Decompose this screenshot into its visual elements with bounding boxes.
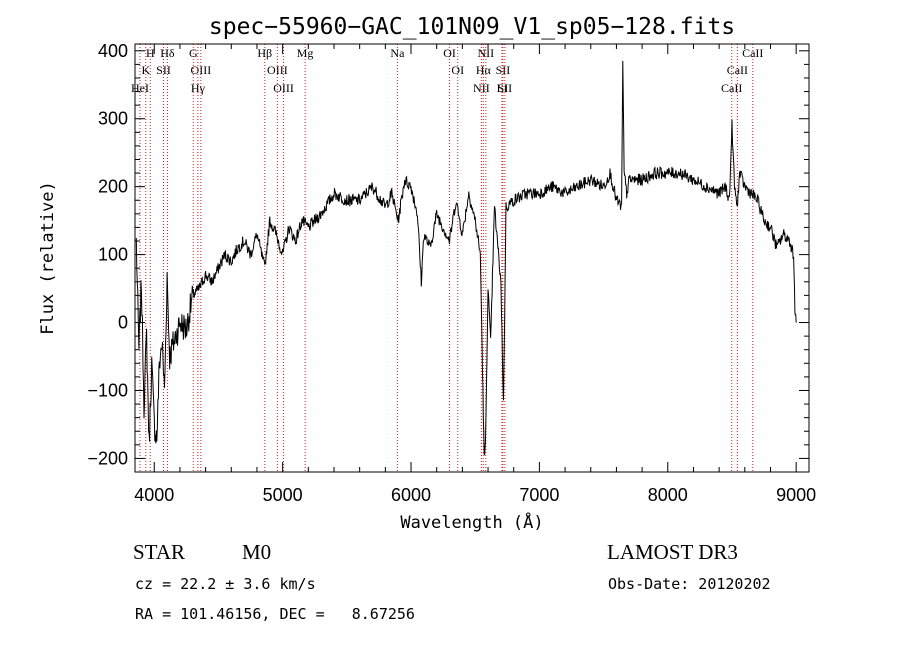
object-subclass: M0 [242,540,272,564]
spectral-line-label: H [146,46,155,60]
observation-date: Obs-Date: 20120202 [608,575,771,593]
spectral-line-label: OIII [267,63,288,77]
spectral-line-label: Na [390,46,405,60]
spectral-line-label: HeI [131,81,149,95]
spectral-line-label: CaII [742,46,763,60]
x-axis-label: Wavelength (Å) [400,511,543,533]
spectral-line-label: K [141,63,150,77]
spectral-line-label: CaII [721,81,742,95]
spectral-line-markers: HK HeI SII Hδ G OIII Hγ Hβ OIII OIII Mg Na OI OI NII Hα… [131,44,763,472]
x-tick-label: 6000 [391,485,431,505]
spectral-line-label: NII [473,81,490,95]
y-tick-label: −200 [87,448,128,468]
spectral-line-label: SII [156,63,171,77]
x-tick-label: 5000 [263,485,303,505]
x-tick-label: 4000 [134,485,174,505]
x-tick-label: 9000 [776,485,816,505]
spectral-line-label: NII [478,46,495,60]
spectral-line-label: Hβ [257,46,272,60]
y-tick-label: 200 [98,177,128,197]
spectral-line-label: Mg [297,46,314,60]
spectral-line-label: Li [497,81,508,95]
spectral-line-label: G [189,46,198,60]
chart-title: spec−55960−GAC_101N09_V1_sp05−128.fits [209,14,735,40]
coordinates: RA = 101.46156, DEC = 8.67256 [135,605,415,623]
y-tick-label: 100 [98,245,128,265]
flux-series-line [135,60,797,456]
spectral-line-label: Hα [476,63,492,77]
spectral-line-label: CaII [727,63,748,77]
plot-frame [134,43,810,473]
y-tick-label: 300 [98,109,128,129]
survey-name: LAMOST DR3 [607,540,738,564]
y-tick-label: 0 [118,313,128,333]
y-tick-label: 400 [98,41,128,61]
spectral-line-label: Hδ [160,46,175,60]
x-tick-label: 7000 [519,485,559,505]
spectral-line-label: SII [498,81,513,95]
object-class: STAR [133,540,185,564]
redshift-cz: cz = 22.2 ± 3.6 km/s [135,575,316,593]
spectral-line-label: OI [443,46,456,60]
x-tick-label: 8000 [648,485,688,505]
axis-ticks: 4000 5000 6000 7000 8000 9000 −200 −100 0 100 200 3… [87,41,816,505]
y-tick-label: −100 [87,380,128,400]
spectral-line-label: SII [496,63,511,77]
spectral-line-label: OI [451,63,464,77]
y-axis-label: Flux (relative) [38,181,58,335]
spectral-line-label: OIII [191,63,212,77]
spectral-line-label: OIII [273,81,294,95]
spectral-line-label: Hγ [191,81,206,95]
